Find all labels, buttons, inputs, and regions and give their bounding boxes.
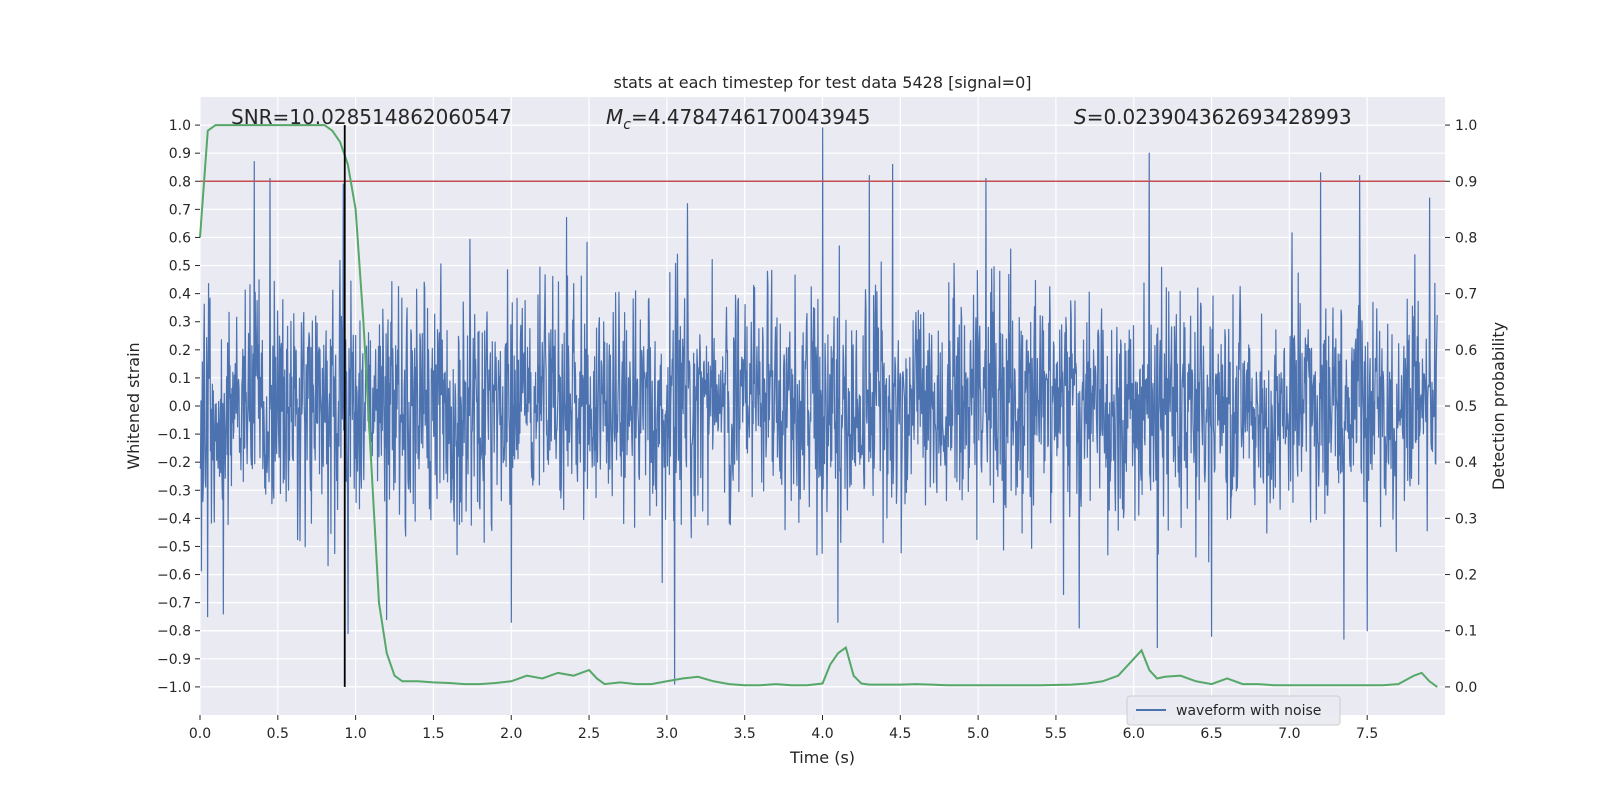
x-tick-label: 2.5 (578, 726, 600, 742)
y-tick-label: 0.6 (169, 230, 191, 246)
x-tick-label: 4.0 (811, 726, 833, 742)
x-tick-label: 1.0 (344, 726, 366, 742)
legend-box (1126, 695, 1341, 726)
annotation-mc: Mc=4.4784746170043945 (606, 105, 870, 133)
x-tick-label: 6.0 (1123, 726, 1145, 742)
y-axis-left: 1.0 0.9 0.8 0.7 0.6 0.5 0.4 0.3 0.2 0.1 0.0 −0.1 −0.… (157, 118, 200, 696)
x-tick-label: 4.5 (889, 726, 911, 742)
x-axis-label: Time (s) (789, 748, 855, 767)
x-tick-label: 0.5 (267, 726, 289, 742)
annotation-snr: SNR=10.028514862060547 (231, 105, 512, 129)
y-right-tick-label: 0.5 (1455, 399, 1477, 415)
y-tick-label: 0.7 (169, 202, 191, 218)
y-tick-label: 0.5 (169, 259, 191, 275)
annotation-s: S=0.023904362693428993 (1074, 105, 1352, 129)
y-right-tick-label: 0.3 (1455, 511, 1477, 527)
x-tick-label: 3.5 (734, 726, 756, 742)
x-tick-label: 2.0 (500, 726, 522, 742)
y-tick-label: 0.3 (169, 315, 191, 331)
y-right-tick-label: 0.6 (1455, 343, 1477, 359)
y-tick-label: 0.9 (169, 146, 191, 162)
x-tick-label: 0.0 (189, 726, 211, 742)
y-tick-label: −0.7 (157, 596, 191, 612)
y-tick-label: −0.4 (157, 511, 191, 527)
chart-title: stats at each timestep for test data 542… (613, 73, 1031, 92)
y-tick-label: 0.1 (169, 371, 191, 387)
y-tick-label: 1.0 (169, 118, 191, 134)
x-tick-label: 5.5 (1045, 726, 1067, 742)
y-tick-label: −0.5 (157, 539, 191, 555)
y-tick-label: −0.3 (157, 483, 191, 499)
x-tick-label: 1.5 (422, 726, 444, 742)
y-axis-label: Whitened strain (124, 342, 143, 469)
y-tick-label: −0.6 (157, 568, 191, 584)
y-tick-label: 0.4 (169, 287, 191, 303)
y-tick-label: 0.0 (169, 399, 191, 415)
y-right-tick-label: 0.0 (1455, 680, 1477, 696)
y-tick-label: −1.0 (157, 680, 191, 696)
waveform-series-line (199, 127, 1438, 685)
y-tick-label: −0.9 (157, 652, 191, 668)
x-tick-label: 7.5 (1356, 726, 1378, 742)
detection-probability-line (199, 124, 1438, 688)
x-tick-label: 7.0 (1278, 726, 1300, 742)
x-tick-label: 6.5 (1200, 726, 1222, 742)
legend: waveform with noise (1126, 695, 1341, 726)
y-tick-label: 0.2 (169, 343, 191, 359)
y-right-tick-label: 0.1 (1455, 624, 1477, 640)
y-right-tick-label: 0.4 (1455, 455, 1477, 471)
x-tick-label: 3.0 (656, 726, 678, 742)
y-tick-label: 0.8 (169, 174, 191, 190)
y-right-tick-label: 0.7 (1455, 287, 1477, 303)
y-axis-right: 1.0 0.9 0.8 0.7 0.6 0.5 0.4 0.3 0.2 0.1 0.0 (1445, 118, 1477, 696)
x-tick-label: 5.0 (967, 726, 989, 742)
y-right-tick-label: 1.0 (1455, 118, 1477, 134)
y-right-axis-label: Detection probability (1489, 322, 1508, 490)
y-right-tick-label: 0.8 (1455, 230, 1477, 246)
y-tick-label: −0.8 (157, 624, 191, 640)
y-tick-label: −0.2 (157, 455, 191, 471)
y-right-tick-label: 0.9 (1455, 174, 1477, 190)
y-tick-label: −0.1 (157, 427, 191, 443)
y-right-tick-label: 0.2 (1455, 568, 1477, 584)
legend-label: waveform with noise (1176, 703, 1321, 719)
